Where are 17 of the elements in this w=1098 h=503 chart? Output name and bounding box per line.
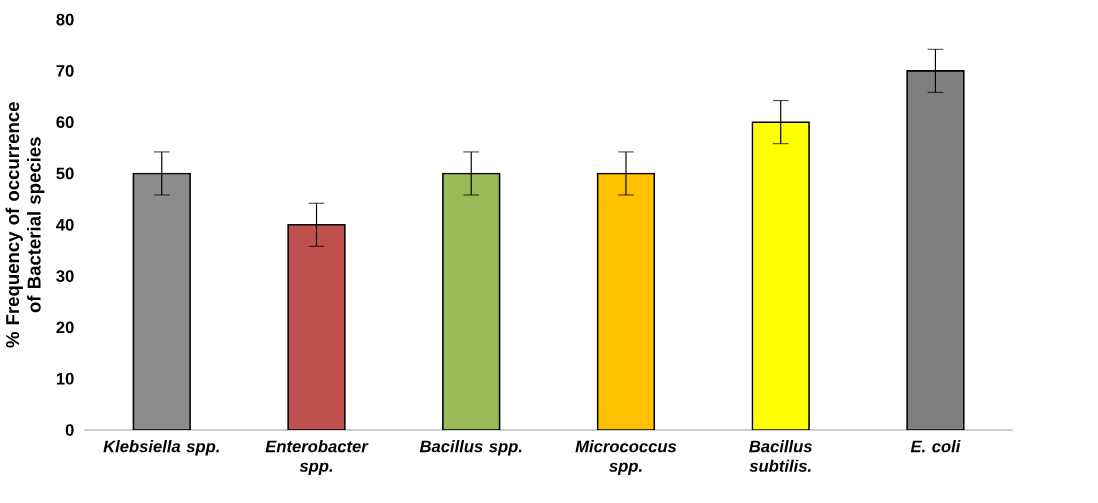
y-tick-label: 50: [56, 167, 74, 180]
y-tick-label: 70: [56, 64, 74, 77]
y-tick-label: 80: [56, 13, 74, 26]
y-tick-label: 0: [65, 423, 74, 436]
x-tick-label: E. coli: [910, 439, 961, 453]
x-tick-label: Bacillus subtilis.: [749, 439, 812, 472]
y-tick-label: 20: [56, 321, 74, 334]
x-tick-label: Klebsiella spp.: [103, 439, 219, 456]
x-tick-label: Enterobacter spp.: [265, 439, 369, 475]
y-tick-label: 30: [56, 270, 74, 282]
bar: [596, 172, 656, 430]
y-tick-label: 10: [56, 372, 74, 385]
y-tick-label: 40: [56, 218, 74, 231]
x-tick-label: Micrococcus spp.: [575, 439, 677, 475]
y-axis-title: % Frequency of occurrence of Bacterial species: [5, 102, 45, 348]
x-tick-label: Bacillus spp.: [419, 439, 522, 456]
y-tick-label: 60: [56, 116, 74, 128]
